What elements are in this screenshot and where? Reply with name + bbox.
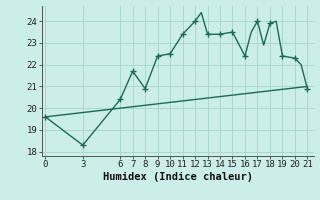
X-axis label: Humidex (Indice chaleur): Humidex (Indice chaleur) <box>103 172 252 182</box>
